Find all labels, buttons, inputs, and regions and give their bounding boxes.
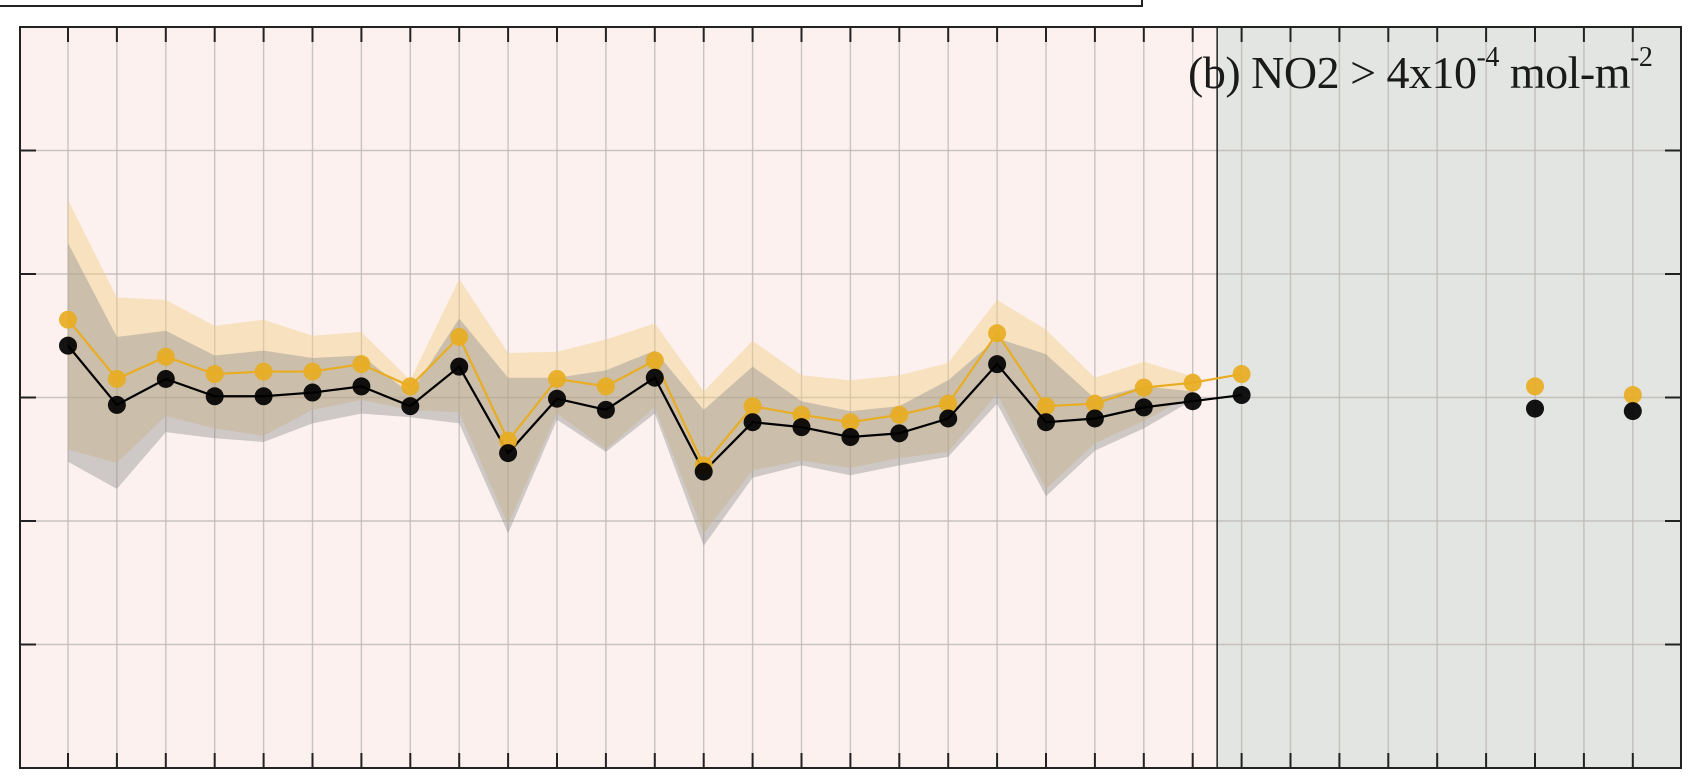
data-point-series-2 xyxy=(59,336,77,355)
data-point-series-2 xyxy=(156,369,175,388)
data-point-series-2 xyxy=(1183,392,1202,411)
data-point-series-1 xyxy=(1134,378,1153,397)
data-point-series-2 xyxy=(107,395,126,414)
data-point-series-2 xyxy=(254,387,273,406)
data-point-series-1 xyxy=(1623,386,1642,405)
data-point-series-1 xyxy=(548,369,566,388)
data-point-series-2 xyxy=(988,355,1007,374)
data-point-series-1 xyxy=(205,365,224,384)
data-point-series-1 xyxy=(1037,397,1055,416)
data-point-series-2 xyxy=(939,409,958,428)
data-point-series-1 xyxy=(743,397,762,416)
data-point-series-1 xyxy=(254,362,273,381)
data-point-series-1 xyxy=(303,362,322,381)
data-point-series-2 xyxy=(548,389,566,408)
data-point-series-2 xyxy=(841,428,860,447)
panel-label: (b) NO2 > 4x10-4 mol-m-2 xyxy=(1188,42,1653,99)
data-point-series-2 xyxy=(1134,398,1153,417)
data-point-series-2 xyxy=(205,387,224,406)
data-point-series-2 xyxy=(1037,413,1055,432)
data-point-series-2 xyxy=(1526,399,1544,418)
data-point-series-2 xyxy=(596,400,615,419)
data-point-series-1 xyxy=(156,347,175,366)
panel-label-exponent-1: -4 xyxy=(1476,41,1500,73)
data-point-series-2 xyxy=(1232,386,1251,405)
data-point-series-1 xyxy=(939,394,958,413)
data-point-series-1 xyxy=(107,369,126,388)
data-point-series-1 xyxy=(1526,377,1544,396)
data-point-series-2 xyxy=(303,383,322,402)
data-point-series-1 xyxy=(792,405,811,424)
data-point-series-1 xyxy=(352,355,371,374)
data-point-series-2 xyxy=(743,413,762,432)
data-point-series-1 xyxy=(1183,373,1202,392)
panel-label-exponent-2: -2 xyxy=(1630,41,1653,73)
data-point-series-1 xyxy=(450,327,469,346)
data-point-series-1 xyxy=(841,413,860,432)
data-point-series-2 xyxy=(352,377,371,396)
data-point-series-1 xyxy=(1085,394,1104,413)
data-point-series-2 xyxy=(890,424,909,443)
data-point-series-1 xyxy=(596,377,615,396)
data-point-series-1 xyxy=(890,405,909,424)
data-point-series-1 xyxy=(59,310,77,329)
panel-label-mid: mol-m xyxy=(1498,47,1631,98)
uncertainty-band-1 xyxy=(68,199,1193,534)
panel-label-prefix: (b) NO2 > 4x10 xyxy=(1188,47,1477,98)
data-point-series-2 xyxy=(499,444,518,463)
data-point-series-1 xyxy=(988,324,1007,343)
data-point-series-2 xyxy=(694,462,713,481)
data-point-series-2 xyxy=(645,368,664,387)
data-point-series-1 xyxy=(499,431,518,450)
data-point-series-2 xyxy=(1085,409,1104,428)
data-point-series-2 xyxy=(401,397,420,416)
adjacent-panel-border xyxy=(0,0,1143,7)
data-point-series-2 xyxy=(792,418,811,437)
data-point-series-2 xyxy=(1623,402,1642,421)
data-point-series-1 xyxy=(401,377,420,396)
data-point-series-1 xyxy=(645,351,664,370)
data-point-series-2 xyxy=(450,357,469,376)
data-point-series-1 xyxy=(1232,365,1251,384)
